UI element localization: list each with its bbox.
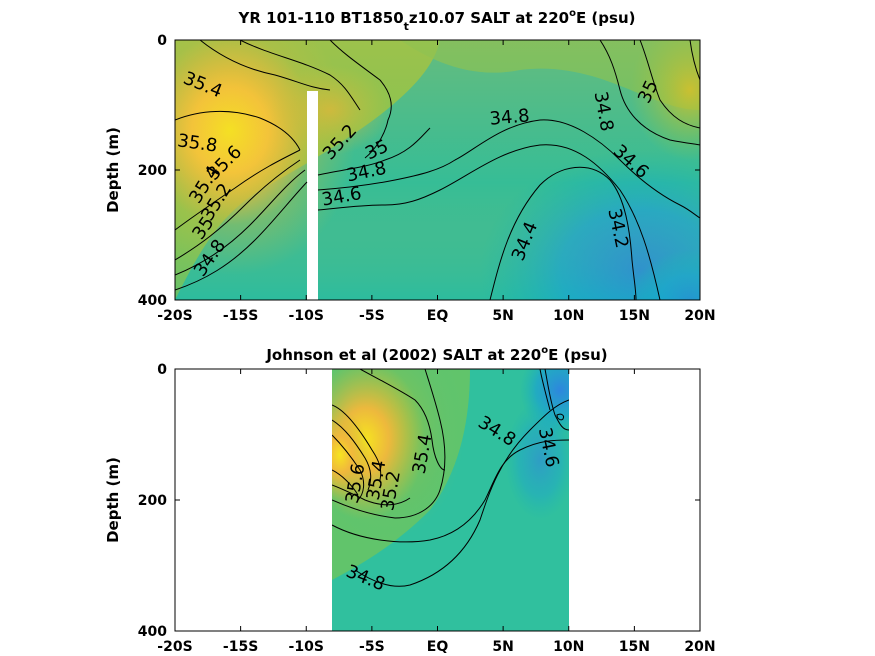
x-tick-label: EQ [427, 639, 449, 655]
top-panel-ylabel: Depth (m) [104, 127, 122, 213]
x-tick-label: -20S [157, 639, 192, 655]
x-tick-label: -15S [223, 308, 258, 324]
x-tick-label: 5N [492, 308, 513, 324]
x-tick-label: EQ [427, 308, 449, 324]
x-tick-label: 5N [492, 639, 513, 655]
top-panel-title: YR 101-110 BT1850tz10.07 SALT at 220oE (… [238, 8, 636, 33]
x-tick-label: -10S [289, 639, 324, 655]
x-tick-label: -5S [359, 308, 385, 324]
x-tick-label: -15S [223, 639, 258, 655]
bottom-panel-field: 35.635.435.235.434.8 34.634.8 [332, 369, 569, 631]
x-tick-label: 20N [684, 308, 715, 324]
top-panel-contour-lines [175, 40, 700, 300]
top-panel-data-gap [307, 91, 318, 300]
y-tick-label: 400 [138, 293, 167, 309]
y-tick-label: 400 [138, 624, 167, 640]
top-panel-axes: -20S -15S -10S -5S EQ 5N 10N 15N 20N 0 200 400 [138, 33, 716, 324]
x-tick-label: 10N [553, 308, 584, 324]
y-tick-label: 200 [138, 493, 167, 509]
x-tick-label: 20N [684, 639, 715, 655]
x-tick-label: -20S [157, 308, 192, 324]
x-tick-label: 15N [619, 308, 650, 324]
y-tick-label: 0 [157, 362, 167, 378]
bottom-panel-ylabel: Depth (m) [104, 457, 122, 543]
bottom-panel: Johnson et al (2002) SALT at 220oE (psu) [104, 345, 716, 655]
bottom-panel-contour-lines [332, 369, 569, 587]
x-tick-label: 10N [553, 639, 584, 655]
x-tick-label: 15N [619, 639, 650, 655]
bottom-panel-title: Johnson et al (2002) SALT at 220oE (psu) [265, 345, 607, 364]
contour-label: 34.8 [489, 105, 531, 129]
bottom-panel-axes: -20S -15S -10S -5S EQ 5N 10N 15N 20N 0 200 400 [138, 362, 716, 655]
top-panel: YR 101-110 BT1850tz10.07 SALT at 220oE (… [104, 8, 716, 324]
y-tick-label: 0 [157, 33, 167, 49]
x-tick-label: -10S [289, 308, 324, 324]
x-tick-label: -5S [359, 639, 385, 655]
y-tick-label: 200 [138, 163, 167, 179]
